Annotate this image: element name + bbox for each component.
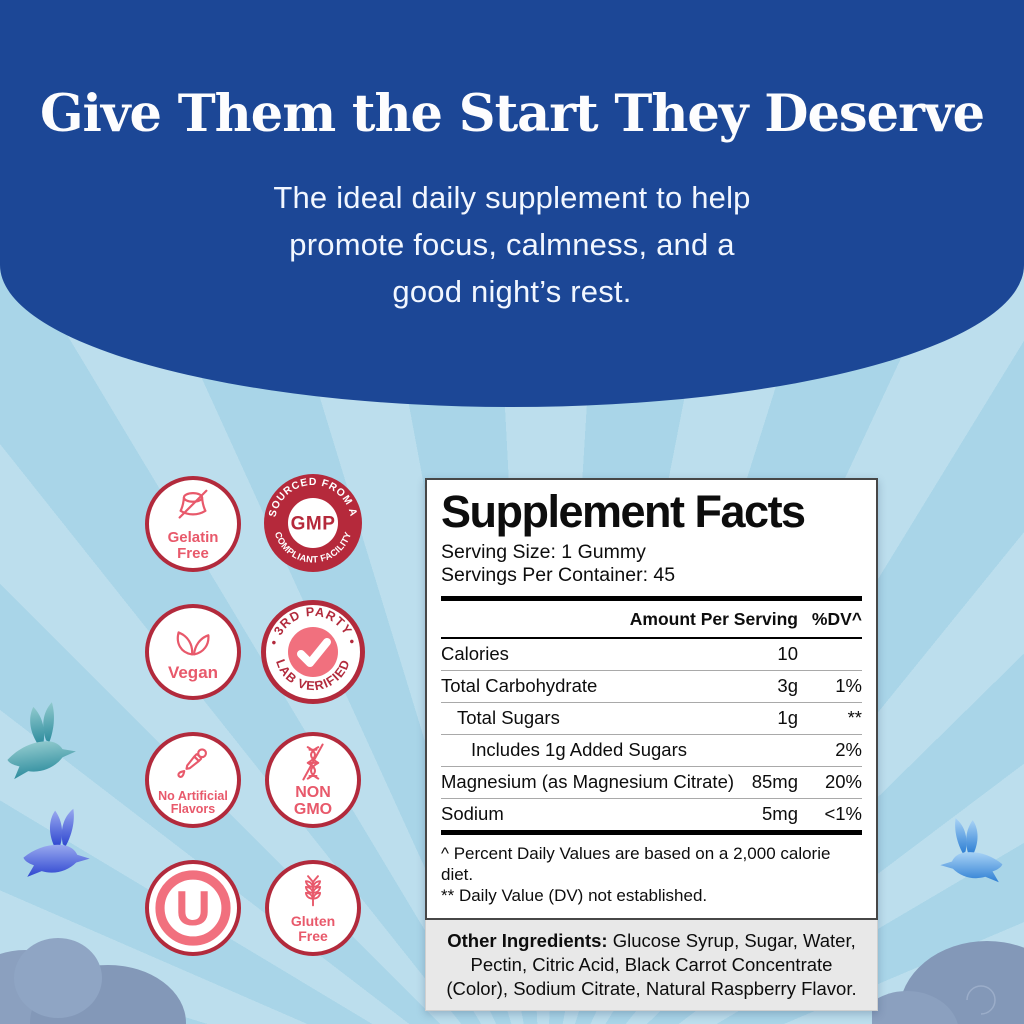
badge-label: Gelatin Free — [167, 529, 219, 562]
hero-header: Give Them the Start They Deserve The ide… — [0, 0, 1024, 407]
badge-label: Gluten Free — [290, 913, 336, 944]
table-row: Calories 10 — [441, 643, 798, 665]
badge-non-gmo: NON GMO — [265, 732, 361, 828]
headline: Give Them the Start They Deserve — [39, 84, 985, 144]
svg-text:GMP: GMP — [291, 514, 336, 535]
dropper-icon — [177, 748, 207, 778]
amount-column-header: Amount Per Serving — [629, 608, 798, 629]
facts-column-headers: Amount Per Serving %DV^ — [441, 601, 862, 637]
table-row: Magnesium (as Magnesium Citrate) 85mg 20… — [441, 765, 862, 798]
facts-footnotes: ^ Percent Daily Values are based on a 2,… — [441, 843, 831, 906]
lab-verified-seal-icon: • 3RD PARTY • LAB VERIFIED — [261, 600, 365, 704]
wheat-icon — [304, 875, 322, 907]
checkmark-icon — [297, 638, 331, 667]
gmp-seal-icon: SOURCED FROM A COMPLIANT FACILITY GMP — [264, 474, 362, 572]
other-ingredients-text: Glucose Syrup, Sugar, Water, Pectin, Cit… — [446, 930, 857, 1000]
blue-bird-icon — [23, 808, 90, 877]
kosher-u-icon: U — [155, 870, 231, 946]
dna-crossed-icon — [302, 743, 324, 781]
subheadline-line: The ideal daily supplement to help — [273, 180, 751, 215]
servings-per-container: Servings Per Container: 45 — [441, 563, 676, 586]
table-row: Total Sugars 1g ** — [441, 701, 862, 734]
table-row: Total Carbohydrate 3g 1% — [441, 669, 862, 702]
table-row: Includes 1g Added Sugars 2% — [441, 733, 862, 766]
other-ingredients-label: Other Ingredients: — [447, 930, 608, 952]
supplement-facts-label: Supplement Facts Serving Size: 1 Gummy S… — [425, 478, 878, 921]
divider-thin — [441, 636, 862, 639]
cloud-right — [872, 941, 1024, 1024]
divider-thick — [441, 829, 862, 835]
divider-thick — [441, 595, 862, 601]
badge-label: NON GMO — [293, 784, 333, 818]
dv-column-header: %DV^ — [811, 608, 862, 629]
other-ingredients: Other Ingredients: Glucose Syrup, Sugar,… — [425, 920, 878, 1012]
badge-gelatin-free: Gelatin Free — [145, 476, 241, 572]
cloud-left — [0, 938, 186, 1024]
vegan-leaf-icon — [176, 631, 210, 656]
serving-size: Serving Size: 1 Gummy — [441, 540, 646, 563]
badge-kosher: U — [145, 860, 241, 956]
blue-bird-icon — [940, 818, 1003, 883]
supplement-facts-panel: Supplement Facts Serving Size: 1 Gummy S… — [425, 478, 878, 1012]
badge-third-party-lab-verified: • 3RD PARTY • LAB VERIFIED — [261, 600, 365, 704]
badge-vegan: Vegan — [145, 604, 241, 700]
subheadline: The ideal daily supplement to help promo… — [0, 174, 1024, 315]
facts-title: Supplement Facts — [441, 486, 806, 537]
subheadline-line: promote focus, calmness, and a — [289, 227, 735, 263]
table-row: Sodium 5mg <1% — [441, 797, 862, 830]
badge-gluten-free: Gluten Free — [265, 860, 361, 956]
gelatin-free-icon — [178, 489, 208, 519]
badge-gmp: SOURCED FROM A COMPLIANT FACILITY GMP — [263, 473, 363, 573]
teal-bird-icon — [7, 702, 76, 780]
subheadline-line: good night’s rest. — [392, 274, 632, 310]
svg-text:U: U — [175, 882, 210, 936]
badge-label: No Artificial Flavors — [158, 788, 228, 816]
badge-label: Vegan — [167, 662, 219, 682]
badge-no-artificial-flavors: No Artificial Flavors — [145, 732, 241, 828]
